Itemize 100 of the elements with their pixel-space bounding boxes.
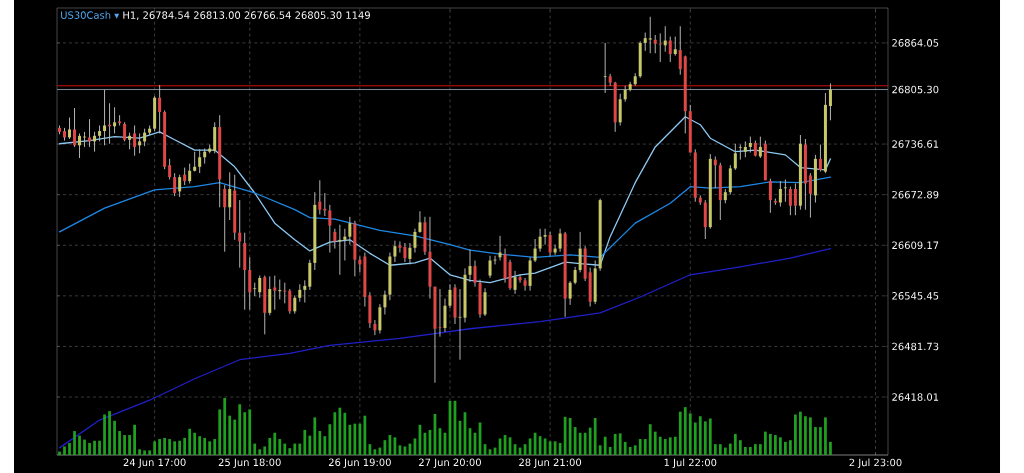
candlestick	[468, 248, 472, 283]
candlestick	[778, 180, 782, 207]
bar	[794, 414, 797, 455]
candlestick	[133, 125, 137, 157]
bar	[308, 435, 312, 455]
y-tick-label: 26609.17	[892, 241, 939, 250]
bar	[658, 436, 662, 455]
bar	[103, 414, 106, 455]
x-tick-label: 28 Jun 21:00	[519, 458, 582, 468]
candlestick	[318, 179, 322, 215]
candlestick	[513, 270, 517, 295]
chart-subtitle: H1, 26784.54 26813.00 26766.54 26805.30 1149	[123, 11, 370, 20]
candlestick	[758, 136, 762, 159]
chart-title: US30Cash ▾	[61, 11, 120, 19]
bar	[728, 443, 732, 455]
bar	[713, 444, 717, 455]
bar	[328, 424, 332, 455]
bar	[799, 411, 802, 455]
candlestick	[173, 172, 177, 197]
bar	[233, 419, 237, 455]
bar	[573, 427, 577, 455]
x-tick-label: 1 Jul 22:00	[664, 458, 717, 469]
candlestick	[78, 132, 82, 159]
bar	[348, 424, 352, 455]
bar	[698, 416, 702, 455]
candlestick	[213, 121, 217, 154]
bar	[208, 441, 212, 455]
candlestick	[308, 259, 312, 291]
bar	[678, 411, 682, 455]
candlestick	[288, 288, 292, 315]
bar	[593, 417, 597, 455]
candlestick	[123, 121, 127, 142]
bar	[668, 437, 672, 455]
bar	[804, 416, 807, 455]
bar	[819, 427, 822, 455]
bar	[238, 404, 242, 455]
candlestick	[448, 283, 452, 309]
x-tick-label: 26 Jun 19:00	[328, 458, 391, 468]
bar	[663, 439, 667, 455]
bar	[168, 439, 172, 455]
bar	[173, 441, 177, 455]
x-tick-label: 24 Jun 17:00	[123, 458, 186, 468]
line-series	[58, 116, 832, 284]
candlestick	[413, 228, 417, 254]
bar	[228, 415, 232, 455]
bar	[809, 417, 812, 455]
bar	[814, 427, 817, 455]
candlestick	[343, 228, 347, 261]
bar	[313, 417, 317, 455]
y-tick-label: 26736.61	[892, 140, 939, 148]
bar	[273, 432, 277, 455]
candlestick	[603, 42, 607, 94]
bar	[118, 431, 121, 455]
candlestick	[793, 182, 797, 216]
bar	[643, 439, 647, 455]
candlestick	[228, 171, 232, 221]
bar	[779, 437, 782, 455]
candlestick	[543, 228, 547, 246]
candlestick	[113, 106, 117, 134]
bar	[243, 412, 247, 455]
bar	[68, 443, 71, 455]
bar	[343, 412, 347, 455]
bar	[353, 423, 357, 455]
bar	[683, 407, 687, 455]
candlestick	[373, 319, 377, 336]
bar	[748, 447, 752, 455]
bar	[758, 444, 762, 455]
bar	[278, 439, 282, 455]
candlestick	[88, 118, 92, 148]
bar	[178, 440, 182, 455]
candlestick	[178, 174, 182, 198]
bar	[708, 418, 712, 455]
candlestick	[383, 290, 387, 315]
candlestick	[488, 255, 492, 279]
candlestick	[418, 210, 422, 234]
bar	[723, 447, 727, 455]
bar	[718, 444, 722, 455]
bar	[288, 448, 292, 455]
candlestick	[138, 132, 142, 154]
bar	[358, 423, 362, 455]
candlestick	[553, 244, 557, 256]
bar	[578, 432, 582, 455]
bar	[653, 431, 657, 455]
bar	[158, 439, 161, 455]
candlestick	[733, 143, 737, 171]
y-tick-label: 26481.73	[892, 342, 939, 351]
candlestick	[393, 240, 397, 263]
bar	[338, 407, 342, 455]
bar	[733, 433, 737, 455]
bar	[784, 441, 787, 455]
bar	[648, 424, 652, 455]
y-tick-label: 26545.45	[892, 292, 939, 300]
bar	[588, 427, 592, 455]
bar	[153, 441, 156, 455]
bar	[298, 443, 302, 455]
candlestick	[398, 240, 402, 254]
candlestick	[293, 294, 297, 315]
bar	[258, 449, 262, 455]
bar	[58, 451, 61, 455]
candlestick	[328, 204, 332, 254]
